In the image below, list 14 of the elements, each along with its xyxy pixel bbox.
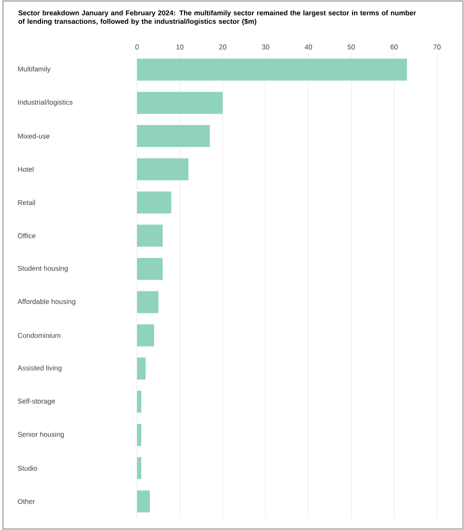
bar: [137, 224, 163, 247]
bar: [137, 424, 142, 446]
bar: [137, 92, 223, 114]
bar: [137, 258, 163, 280]
bar: [137, 191, 172, 214]
bar: [137, 291, 158, 314]
bar: [137, 324, 154, 346]
bar: [137, 358, 146, 380]
bar: [137, 390, 142, 413]
bar: [137, 125, 210, 148]
bar: [137, 158, 188, 180]
bar: [137, 58, 407, 81]
bar: [137, 490, 150, 512]
bar: [137, 457, 142, 480]
